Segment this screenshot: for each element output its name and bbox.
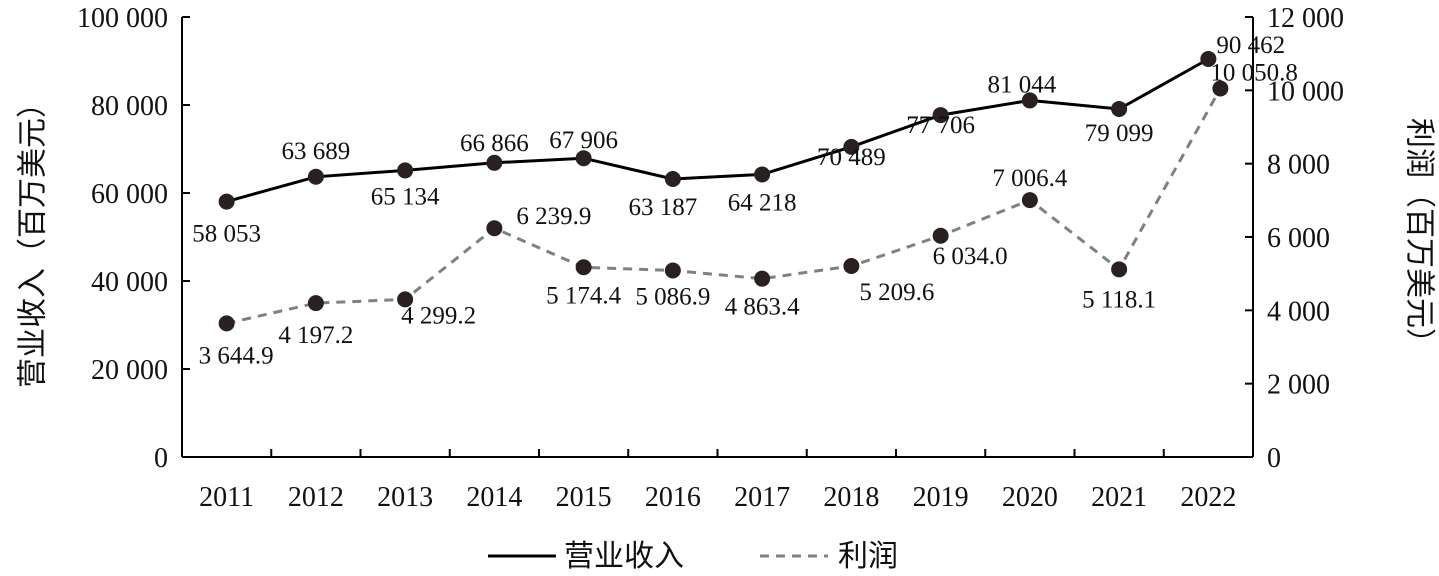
x-tick-label: 2015 (556, 482, 612, 513)
revenue-label-2011: 58 053 (192, 221, 261, 248)
right-tick-label: 12 000 (1267, 3, 1344, 34)
left-tick-label: 80 000 (91, 91, 168, 122)
revenue-point-2014 (486, 154, 503, 171)
axes (181, 16, 1254, 458)
left-tick-label: 20 000 (91, 355, 168, 386)
revenue-point-2018 (843, 138, 860, 155)
right-tick-label: 0 (1267, 443, 1281, 474)
left-tick-label: 100 000 (77, 3, 168, 34)
revenue-point-2013 (397, 162, 414, 179)
profit-point-2017 (754, 270, 771, 287)
profit-label-2019: 6 034.0 (933, 243, 1008, 270)
x-tick-label: 2018 (823, 482, 879, 513)
left-tick-label: 40 000 (91, 267, 168, 298)
profit-label-2020: 7 006.4 (992, 165, 1068, 192)
series-lines (226, 57, 1222, 325)
revenue-label-2020: 81 044 (988, 71, 1057, 98)
x-tick-label: 2014 (466, 482, 522, 513)
x-tick-label: 2020 (1002, 482, 1058, 513)
right-tick-label: 4 000 (1267, 296, 1330, 327)
x-tick-label: 2019 (913, 482, 969, 513)
revenue-point-2011 (218, 193, 235, 210)
right-tick-label: 6 000 (1267, 223, 1330, 254)
profit-point-2014 (486, 220, 503, 237)
revenue-point-2019 (932, 107, 949, 124)
profit-label-2016: 5 086.9 (635, 283, 710, 310)
profit-line (226, 87, 1222, 325)
revenue-point-2015 (575, 150, 592, 167)
revenue-point-2017 (754, 166, 771, 183)
profit-point-2016 (664, 262, 681, 279)
profit-point-2015 (575, 259, 592, 276)
x-tick-label: 2013 (377, 482, 433, 513)
profit-point-2018 (843, 257, 860, 274)
profit-label-2011: 3 644.9 (199, 342, 274, 369)
revenue-label-2016: 63 187 (629, 194, 698, 221)
revenue-point-2022 (1200, 50, 1217, 67)
profit-point-2020 (1021, 192, 1038, 209)
right-axis-title: 利润（百万美元） (1402, 118, 1437, 358)
x-tick-label: 2012 (288, 482, 344, 513)
revenue-label-2015: 67 906 (549, 127, 618, 154)
revenue-label-2021: 79 099 (1085, 120, 1154, 147)
x-tick-label: 2021 (1091, 482, 1147, 513)
legend-revenue-label: 营业收入 (564, 539, 684, 574)
tick-labels: 0 20 000 40 000 60 000 80 000 100 000 0 2 000 4 … (77, 3, 1344, 513)
profit-label-2014: 6 239.9 (516, 203, 591, 230)
legend-profit-label: 利润 (838, 539, 898, 574)
revenue-point-2021 (1111, 100, 1128, 117)
x-tick-label: 2022 (1180, 482, 1236, 513)
x-tick-label: 2016 (645, 482, 701, 513)
data-labels: 58 053 63 689 65 134 66 866 67 906 63 187 64 2… (192, 32, 1298, 369)
left-tick-label: 60 000 (91, 179, 168, 210)
profit-point-2022 (1212, 80, 1229, 97)
right-tick-label: 10 000 (1267, 76, 1344, 107)
profit-label-2017: 4 863.4 (725, 294, 801, 321)
profit-point-2021 (1111, 261, 1128, 278)
profit-point-2012 (307, 295, 324, 312)
markers (218, 50, 1229, 332)
profit-label-2021: 5 118.1 (1082, 286, 1156, 313)
revenue-point-2016 (664, 170, 681, 187)
right-tick-label: 2 000 (1267, 370, 1330, 401)
profit-label-2012: 4 197.2 (278, 322, 353, 349)
profit-point-2011 (218, 315, 235, 332)
revenue-label-2014: 66 866 (460, 130, 529, 157)
right-tick-label: 8 000 (1267, 150, 1330, 181)
revenue-label-2019: 77 706 (906, 112, 975, 139)
profit-label-2015: 5 174.4 (546, 282, 622, 309)
left-axis-title: 营业收入（百万美元） (16, 88, 51, 388)
revenue-label-2013: 65 134 (371, 183, 440, 210)
profit-label-2018: 5 209.6 (859, 279, 934, 306)
left-tick-label: 0 (154, 443, 168, 474)
x-tick-label: 2017 (734, 482, 790, 513)
revenue-line (226, 57, 1210, 204)
profit-label-2022: 10 050.8 (1210, 59, 1298, 86)
revenue-point-2020 (1021, 92, 1038, 109)
profit-label-2013: 4 299.2 (401, 302, 476, 329)
revenue-point-2012 (307, 168, 324, 185)
legend: 营业收入 利润 (488, 539, 898, 574)
revenue-label-2022: 90 462 (1216, 32, 1285, 59)
revenue-label-2018: 70 489 (817, 144, 886, 171)
x-tick-label: 2011 (199, 482, 254, 513)
profit-point-2013 (397, 291, 414, 308)
profit-point-2019 (932, 227, 949, 244)
revenue-label-2017: 64 218 (728, 189, 797, 216)
revenue-label-2012: 63 689 (282, 138, 351, 165)
